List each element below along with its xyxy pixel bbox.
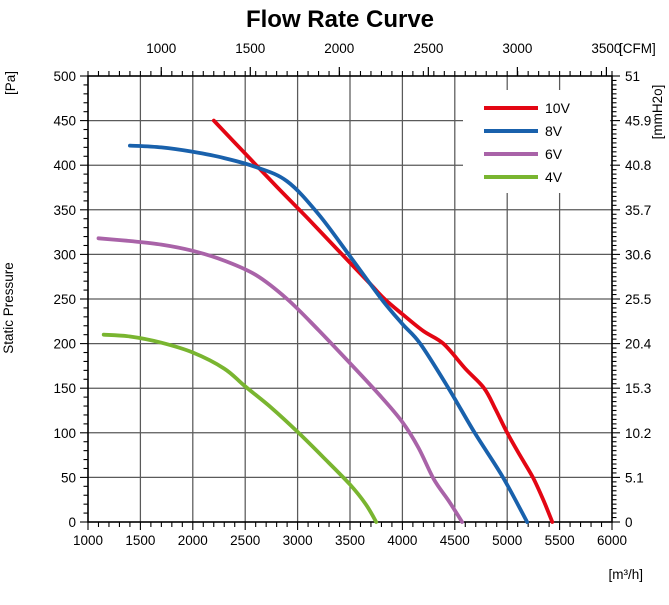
curve-8V — [128, 143, 529, 524]
left-axis-tick-label: 300 — [53, 247, 76, 262]
right-axis-tick-label: 20.4 — [625, 337, 652, 352]
left-axis-tick-label: 0 — [68, 515, 76, 530]
top-axis-tick-label: 3000 — [502, 41, 532, 56]
bottom-axis-tick-label: 3000 — [283, 533, 313, 548]
bottom-axis-tick-label: 1500 — [125, 533, 155, 548]
bottom-axis-tick-label: 5500 — [545, 533, 575, 548]
right-axis-tick-label: 15.3 — [625, 381, 651, 396]
curve-6V — [96, 236, 464, 524]
top-axis-tick-label: 1000 — [146, 41, 176, 56]
plot-border — [87, 75, 613, 523]
m3h-unit-label: [m³/h] — [608, 567, 643, 582]
bottom-axis-tick-label: 1000 — [73, 533, 103, 548]
right-axis-tick-label: 5.1 — [625, 470, 644, 485]
left-axis-tick-label: 50 — [61, 470, 76, 485]
bottom-axis-tick-label: 3500 — [335, 533, 365, 548]
left-axis-tick-label: 100 — [53, 426, 76, 441]
static-pressure-axis-label: Static Pressure — [1, 262, 16, 354]
legend-label-10V: 10V — [545, 100, 571, 116]
left-axis-tick-label: 450 — [53, 114, 76, 129]
right-axis-tick-label: 51 — [625, 69, 640, 84]
cfm-unit-label: [CFM] — [619, 41, 656, 56]
curve-10V — [211, 118, 555, 524]
top-axis-tick-label: 1500 — [235, 41, 265, 56]
left-axis-tick-label: 500 — [53, 69, 76, 84]
top-axis-tick-label: 2500 — [413, 41, 443, 56]
right-axis-tick-label: 30.6 — [625, 247, 651, 262]
right-axis-tick-label: 0 — [625, 515, 633, 530]
top-axis-tick-label: 3500 — [591, 41, 621, 56]
left-axis-tick-label: 200 — [53, 337, 76, 352]
right-axis-tick-label: 35.7 — [625, 203, 651, 218]
left-axis-tick-label: 150 — [53, 381, 76, 396]
left-axis-tick-label: 350 — [53, 203, 76, 218]
legend-label-6V: 6V — [545, 146, 563, 162]
bottom-axis-tick-label: 2500 — [230, 533, 260, 548]
bottom-axis-tick-label: 6000 — [597, 533, 627, 548]
left-axis-tick-label: 250 — [53, 292, 76, 307]
right-axis-tick-label: 45.9 — [625, 114, 651, 129]
mmh2o-unit-label: [mmH2o] — [650, 85, 665, 140]
legend-label-8V: 8V — [545, 123, 563, 139]
right-axis-tick-label: 10.2 — [625, 426, 651, 441]
curve-4V — [101, 332, 379, 524]
bottom-axis-tick-label: 4500 — [440, 533, 470, 548]
right-axis-tick-label: 25.5 — [625, 292, 651, 307]
top-axis-tick-label: 2000 — [324, 41, 354, 56]
right-axis-tick-label: 40.8 — [625, 158, 651, 173]
chart-title: Flow Rate Curve — [246, 6, 434, 33]
bottom-axis-tick-label: 2000 — [178, 533, 208, 548]
legend-label-4V: 4V — [545, 169, 563, 185]
left-axis-tick-label: 400 — [53, 158, 76, 173]
bottom-axis-tick-label: 5000 — [492, 533, 522, 548]
bottom-axis-tick-label: 4000 — [387, 533, 417, 548]
pa-unit-label: [Pa] — [3, 71, 18, 95]
